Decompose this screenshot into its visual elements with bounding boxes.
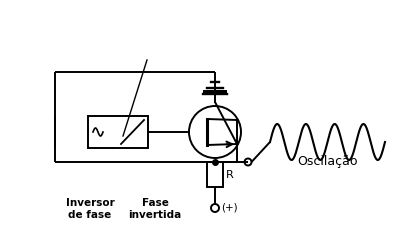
Text: Inversor
de fase: Inversor de fase	[66, 198, 114, 220]
Text: Fase
invertida: Fase invertida	[129, 198, 182, 220]
Text: R: R	[226, 170, 234, 179]
Bar	[207, 162, 223, 187]
Bar	[88, 116, 148, 148]
Text: (+): (+)	[221, 202, 238, 212]
Bar	[203, 90, 227, 94]
Text: Oscilação: Oscilação	[297, 155, 357, 168]
